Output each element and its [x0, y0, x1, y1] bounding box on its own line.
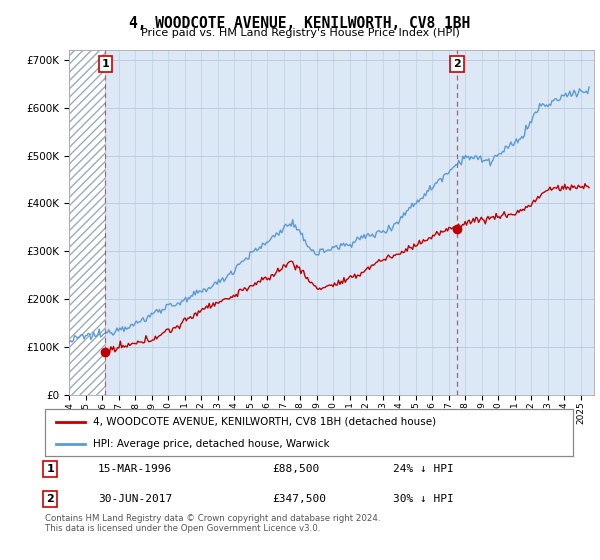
- Text: 15-MAR-1996: 15-MAR-1996: [98, 464, 172, 474]
- Text: £88,500: £88,500: [272, 464, 319, 474]
- Text: Contains HM Land Registry data © Crown copyright and database right 2024.
This d: Contains HM Land Registry data © Crown c…: [45, 514, 380, 534]
- Text: 24% ↓ HPI: 24% ↓ HPI: [394, 464, 454, 474]
- Text: 4, WOODCOTE AVENUE, KENILWORTH, CV8 1BH (detached house): 4, WOODCOTE AVENUE, KENILWORTH, CV8 1BH …: [92, 417, 436, 427]
- Text: 2: 2: [46, 494, 54, 504]
- Text: 30% ↓ HPI: 30% ↓ HPI: [394, 494, 454, 504]
- Text: 1: 1: [101, 59, 109, 69]
- Text: 4, WOODCOTE AVENUE, KENILWORTH, CV8 1BH: 4, WOODCOTE AVENUE, KENILWORTH, CV8 1BH: [130, 16, 470, 31]
- Text: 1: 1: [46, 464, 54, 474]
- Text: 2: 2: [453, 59, 461, 69]
- Bar: [69, 50, 106, 395]
- Text: 30-JUN-2017: 30-JUN-2017: [98, 494, 172, 504]
- Text: Price paid vs. HM Land Registry's House Price Index (HPI): Price paid vs. HM Land Registry's House …: [140, 28, 460, 38]
- Text: HPI: Average price, detached house, Warwick: HPI: Average price, detached house, Warw…: [92, 438, 329, 449]
- Text: £347,500: £347,500: [272, 494, 326, 504]
